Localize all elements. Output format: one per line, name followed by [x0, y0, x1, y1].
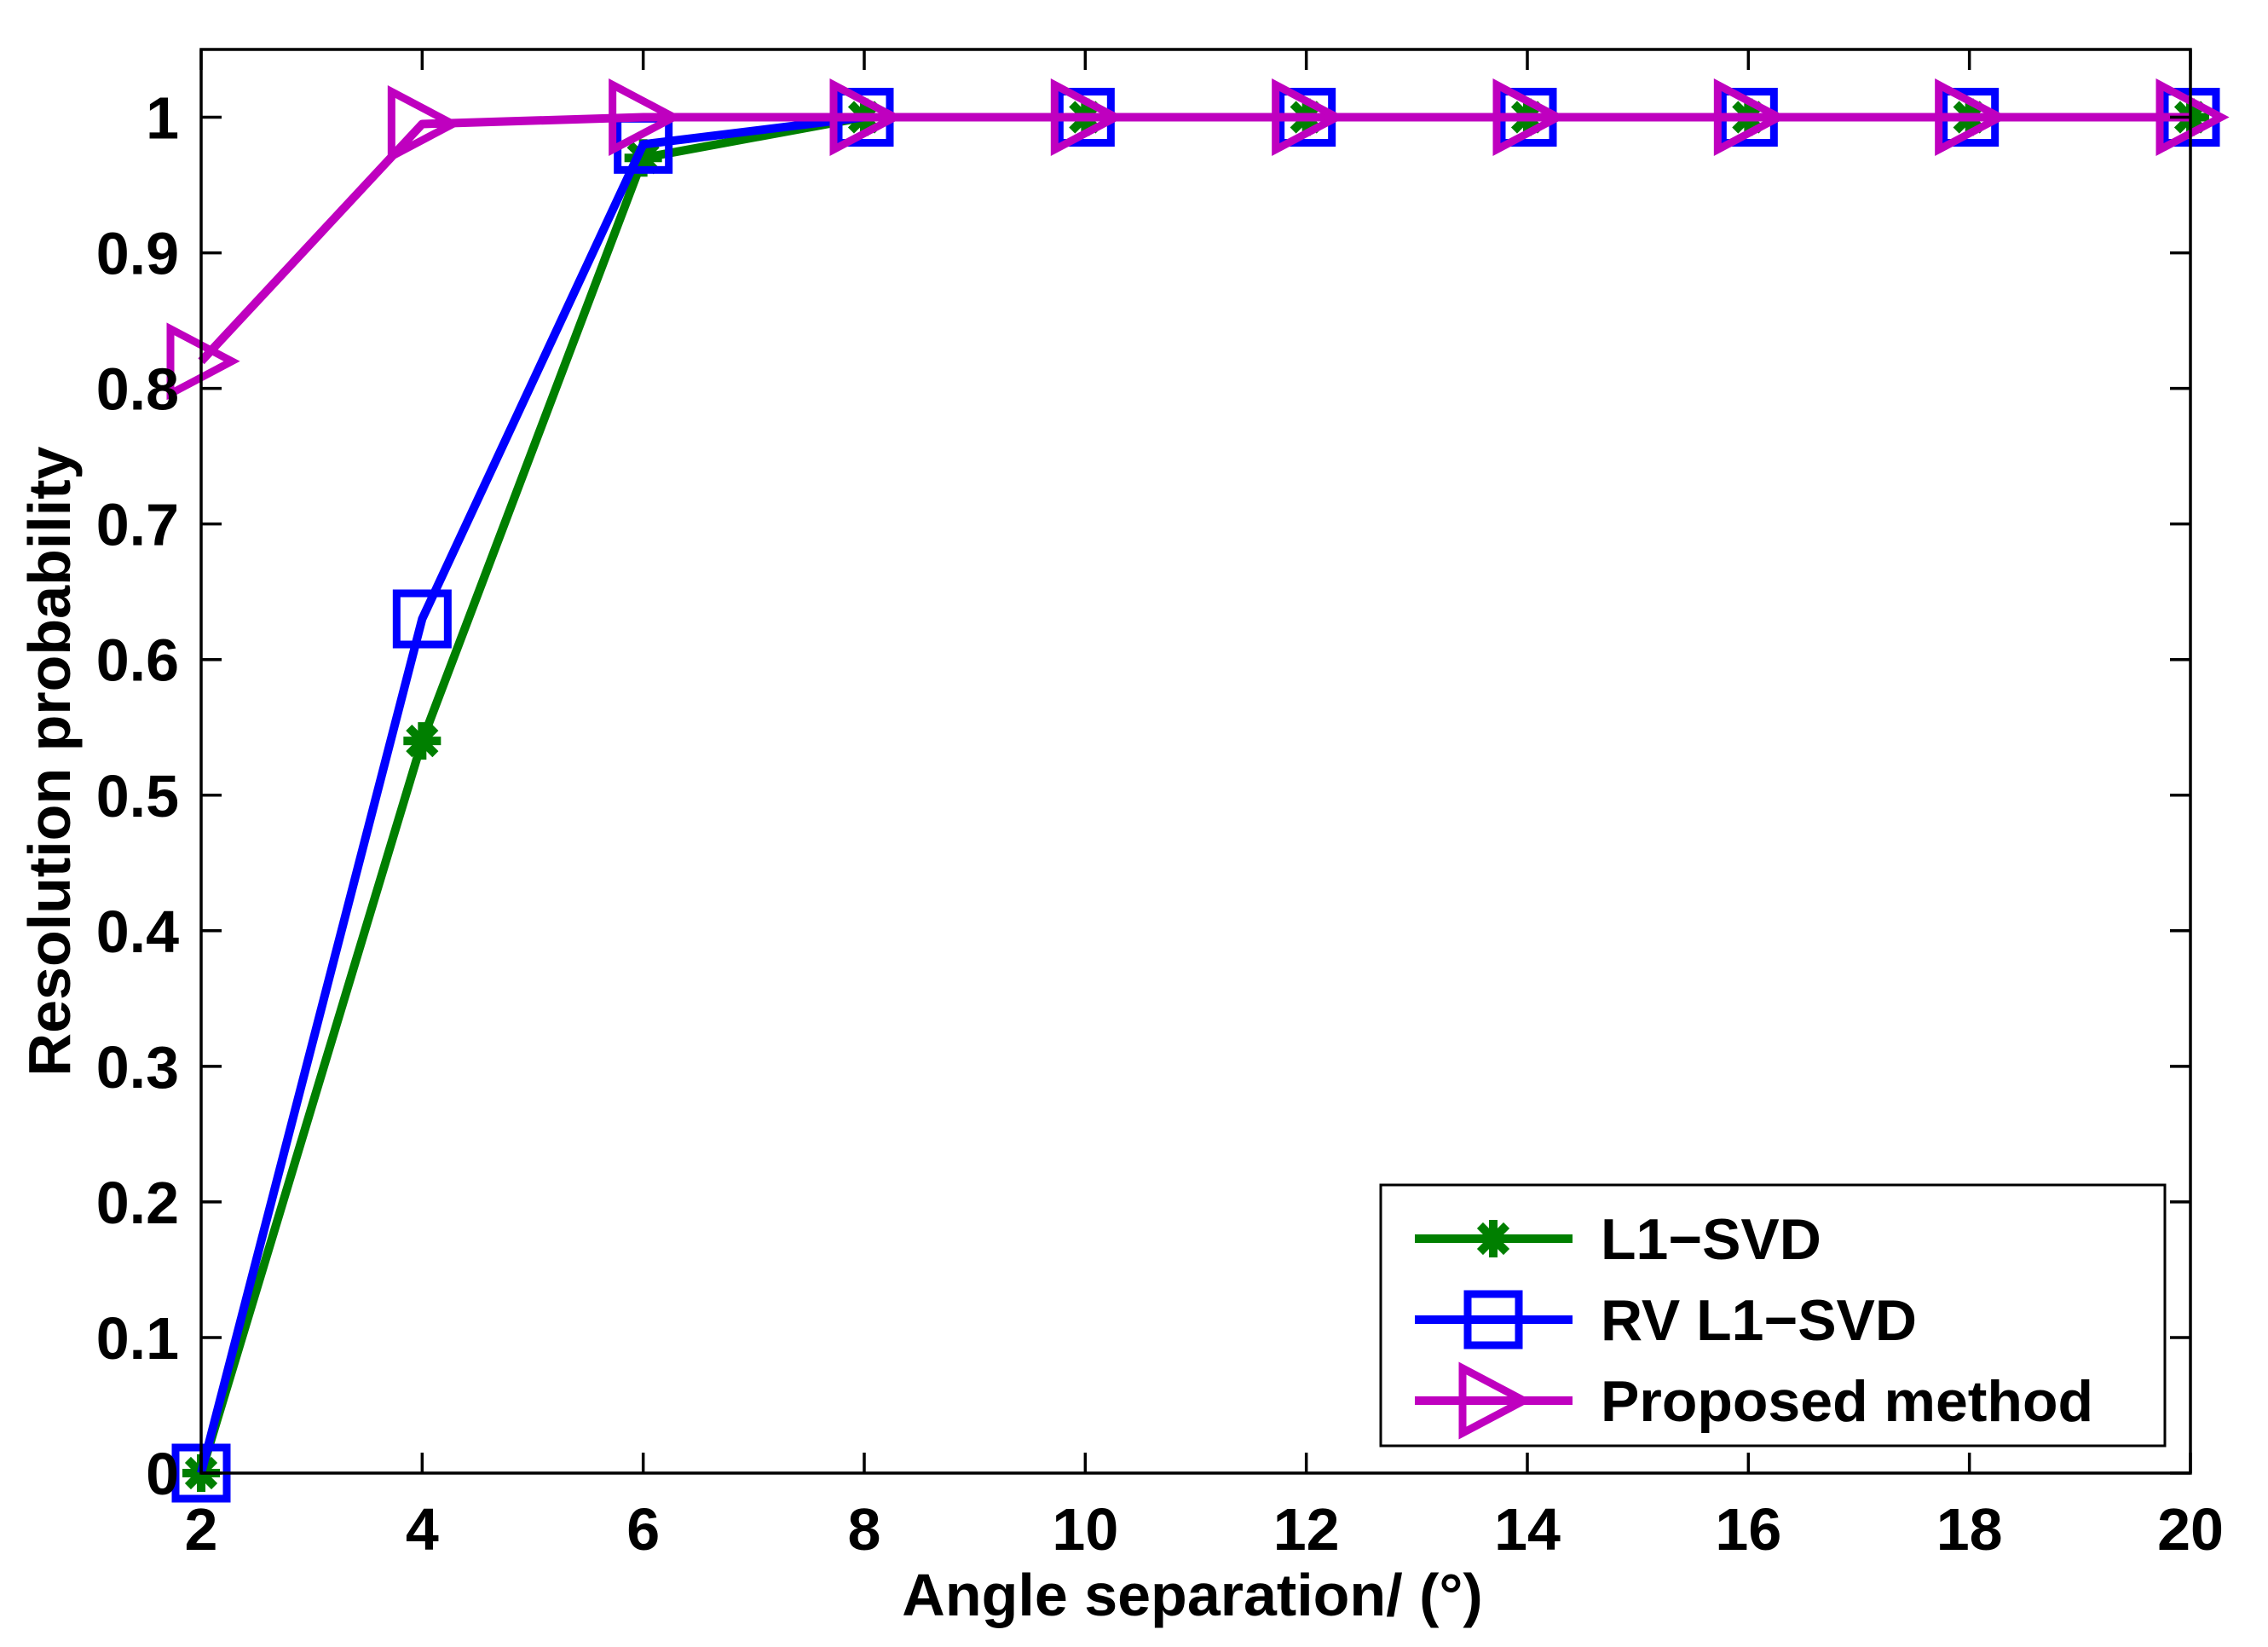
y-tick-label: 1	[146, 85, 179, 152]
y-tick-label: 0.1	[96, 1305, 179, 1372]
legend-entries: L1−SVD RV L1−SVD Proposed method	[1415, 1207, 2093, 1440]
data-point-proposed-method-16	[1713, 78, 1787, 156]
x-tick-label: 20	[2157, 1496, 2224, 1563]
y-tick-label: 0.4	[96, 899, 179, 965]
y-tick-label: 0.2	[96, 1170, 179, 1236]
data-point-l1-svd-4	[403, 722, 441, 760]
x-tick-label: 14	[1494, 1496, 1561, 1563]
data-point-rv-l1-svd-4	[392, 589, 452, 649]
data-point-proposed-method-12	[1272, 78, 1346, 156]
data-point-proposed-method-6	[609, 78, 683, 156]
legend-item-proposed-method: Proposed method	[1415, 1361, 2093, 1440]
y-tick-label: 0.3	[96, 1034, 179, 1101]
legend-marker-rv-l1-svd	[1463, 1290, 1523, 1349]
legend-label-rv-l1-svd: RV L1−SVD	[1601, 1288, 1917, 1353]
data-point-proposed-method-4	[387, 85, 461, 163]
data-point-proposed-method-8	[829, 78, 903, 156]
legend-label-l1-svd: L1−SVD	[1601, 1207, 1821, 1272]
x-axis-label: Angle separation/ (°)	[902, 1562, 1482, 1628]
y-tick-label: 0.7	[96, 492, 179, 558]
legend-marker-l1-svd	[1474, 1220, 1512, 1257]
x-tick-label: 4	[406, 1496, 439, 1563]
x-tick-label: 12	[1273, 1496, 1340, 1563]
y-tick-label: 0.6	[96, 627, 179, 694]
series-layer	[166, 78, 2230, 1503]
data-point-proposed-method-18	[1935, 78, 2009, 156]
ticks-layer	[199, 49, 2192, 1475]
x-tick-label: 18	[1936, 1496, 2003, 1563]
y-tick-label: 0.8	[96, 356, 179, 423]
x-tick-label: 6	[626, 1496, 660, 1563]
legend-item-rv-l1-svd: RV L1−SVD	[1415, 1288, 1917, 1353]
x-tick-label: 8	[848, 1496, 881, 1563]
x-tick-label: 2	[185, 1496, 218, 1563]
legend: L1−SVD RV L1−SVD Proposed method	[1379, 1183, 2167, 1448]
x-tick-label: 16	[1715, 1496, 1781, 1563]
y-tick-label: 0.5	[96, 763, 179, 829]
tick-labels-layer: 2 4 6 8 10 12 14 16 18 20 0 0.1 0.2 0.3 0.4 0.5 0.6 0.7 0.…	[96, 85, 2224, 1563]
y-axis-label: Resolution probability	[16, 446, 83, 1076]
series-proposed-method	[166, 78, 2230, 401]
plot-frame	[199, 48, 2192, 1475]
legend-marker-proposed-method	[1458, 1361, 1532, 1440]
legend-item-l1-svd: L1−SVD	[1415, 1207, 1821, 1272]
data-point-proposed-method-10	[1050, 78, 1124, 156]
series-line-proposed-method	[198, 113, 2190, 365]
x-tick-label: 10	[1052, 1496, 1118, 1563]
y-tick-label: 0	[146, 1441, 179, 1507]
y-tick-label: 0.9	[96, 221, 179, 287]
data-point-proposed-method-14	[1492, 78, 1567, 156]
legend-label-proposed-method: Proposed method	[1601, 1369, 2093, 1434]
